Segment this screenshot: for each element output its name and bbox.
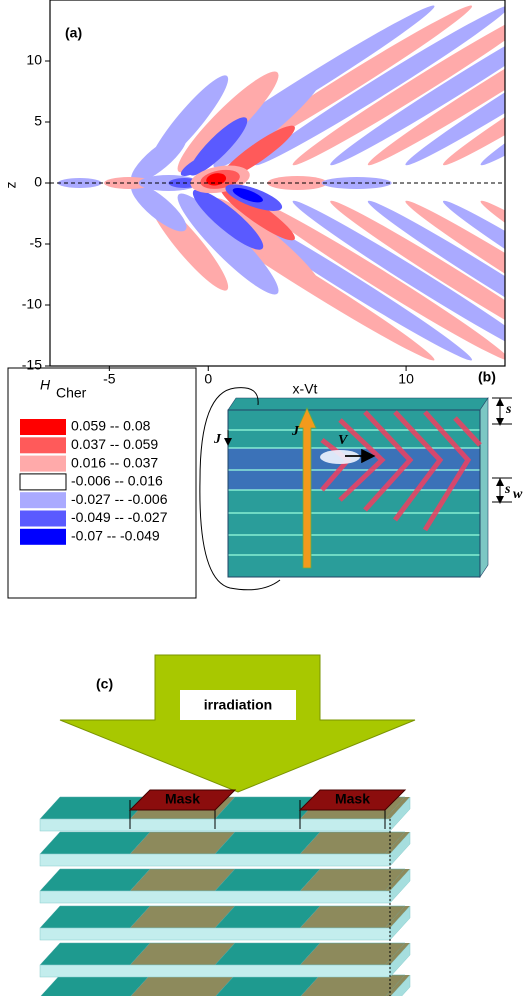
legend-label: -0.07 -- -0.049 xyxy=(71,528,160,544)
y-tick-label: 10 xyxy=(26,52,42,68)
y-tick-label: 0 xyxy=(34,174,42,190)
spacing-label: s xyxy=(505,402,512,417)
layer-front xyxy=(40,854,390,866)
layer-front xyxy=(40,891,390,903)
y-tick-label: -10 xyxy=(22,296,42,312)
legend-label: 0.059 -- 0.08 xyxy=(71,418,151,434)
legend-title-sub: Cher xyxy=(56,385,87,401)
y-tick-label: 5 xyxy=(34,113,42,129)
x-tick-label: -5 xyxy=(103,371,116,387)
legend-swatch xyxy=(20,456,66,472)
page: {"chart_data": {"type": "contour", "labe… xyxy=(0,0,528,996)
x-axis-label: x-Vt xyxy=(293,381,318,397)
contour-field xyxy=(58,0,528,368)
legend-swatch xyxy=(20,474,66,490)
slab-diagram xyxy=(200,388,512,590)
legend-swatch xyxy=(20,511,66,527)
legend-label: -0.049 -- -0.027 xyxy=(71,509,168,525)
spacing-w-sub: w xyxy=(513,487,523,502)
y-tick-label: -15 xyxy=(22,357,42,373)
x-tick-label: 10 xyxy=(398,371,414,387)
layer-front xyxy=(40,965,390,977)
panel-label: (c) xyxy=(96,676,113,692)
y-tick-label: -5 xyxy=(30,235,43,251)
panel-label: (b) xyxy=(478,369,496,385)
arrow-label: irradiation xyxy=(204,697,272,713)
panel-label: (a) xyxy=(65,25,82,41)
legend-label: -0.027 -- -0.006 xyxy=(71,491,168,507)
current-label: J xyxy=(291,424,300,439)
legend-label: 0.037 -- 0.059 xyxy=(71,436,158,452)
contour-lobe xyxy=(513,193,528,367)
legend-swatch xyxy=(20,492,66,508)
contour-lobe xyxy=(513,0,528,173)
side-current-label: J xyxy=(213,432,222,447)
mask-label: Mask xyxy=(335,791,370,807)
layer-front xyxy=(40,928,390,940)
legend-swatch xyxy=(20,437,66,453)
legend-label: -0.006 -- 0.016 xyxy=(71,473,163,489)
legend-title: H xyxy=(40,377,51,393)
legend-label: 0.016 -- 0.037 xyxy=(71,454,158,470)
mask-label: Mask xyxy=(165,791,200,807)
x-tick-label: 0 xyxy=(204,371,212,387)
figure: (a) x-Vt z H Cher 0.059 -- 0.08 0.037 -- … xyxy=(0,0,528,996)
spacing-w-label: s xyxy=(504,482,511,497)
irradiation-arrow xyxy=(60,655,415,792)
legend-swatch xyxy=(20,419,66,435)
legend-swatch xyxy=(20,529,66,545)
layer-stack: Mask Mask xyxy=(40,790,410,996)
y-axis-label: z xyxy=(3,182,19,189)
